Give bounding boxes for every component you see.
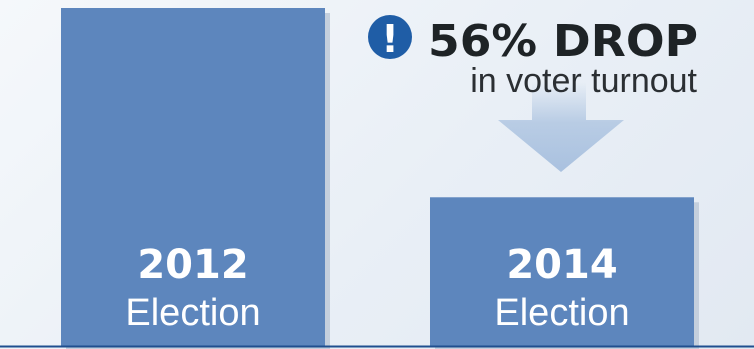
callout-headline: 56% DROP [428,16,698,67]
bar-label-2012-sub: Election [125,292,260,334]
exclamation-icon: ! [368,15,412,61]
bar-2012 [61,8,325,346]
svg-text:!: ! [381,17,398,61]
drop-arrow-icon [498,82,624,172]
bar-label-2014-year: 2014 [506,242,617,288]
bar-label-2012-year: 2012 [137,242,248,288]
bar-2014 [430,197,694,346]
drop-callout: ! 56% DROP in voter turnout [368,15,698,100]
callout-subtext: in voter turnout [470,62,697,100]
bar-label-2014-sub: Election [494,292,629,334]
